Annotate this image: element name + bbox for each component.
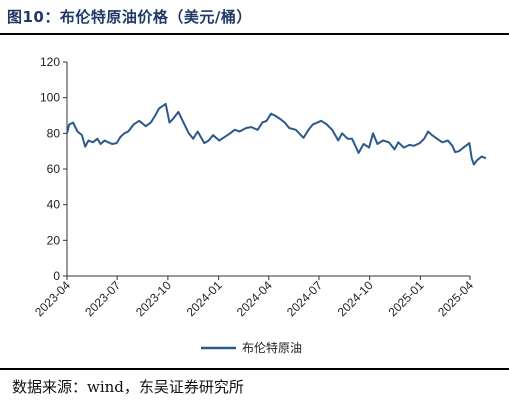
x-tick-label: 2025-04 — [435, 278, 476, 319]
x-tick-label: 2024-01 — [184, 278, 225, 319]
x-tick-label: 2023-04 — [32, 278, 73, 319]
x-tick-label: 2025-01 — [385, 278, 426, 319]
legend-label: 布伦特原油 — [242, 340, 302, 355]
y-tick-label: 20 — [47, 233, 61, 247]
x-tick-label: 2024-10 — [335, 278, 376, 319]
y-tick-label: 100 — [40, 91, 60, 105]
y-tick-label: 80 — [47, 126, 61, 140]
x-tick-label: 2024-04 — [234, 278, 275, 319]
series-line-brent — [66, 102, 487, 166]
y-tick-label: 0 — [53, 269, 60, 283]
y-tick-label: 120 — [40, 55, 60, 69]
figure-title: 图10：布伦特原油价格（美元/桶） — [7, 8, 252, 26]
x-tick-label: 2024-07 — [284, 278, 325, 319]
y-axis-ticks: 0 20 40 60 80 100 120 — [40, 55, 67, 283]
y-tick-label: 40 — [47, 198, 61, 212]
bottom-rule — [0, 368, 509, 370]
chart-legend: 布伦特原油 — [201, 340, 302, 355]
x-axis-ticks: 2023-04 2023-07 2023-10 2024-01 2024-04 2024-… — [32, 276, 476, 319]
x-tick-label: 2023-07 — [82, 278, 123, 319]
y-tick-label: 60 — [47, 162, 61, 176]
top-rule — [0, 33, 509, 35]
x-tick-label: 2023-10 — [133, 278, 174, 319]
chart-axes — [66, 62, 470, 277]
chart-series — [66, 102, 487, 166]
source-note: 数据来源：wind，东吴证券研究所 — [12, 378, 244, 396]
